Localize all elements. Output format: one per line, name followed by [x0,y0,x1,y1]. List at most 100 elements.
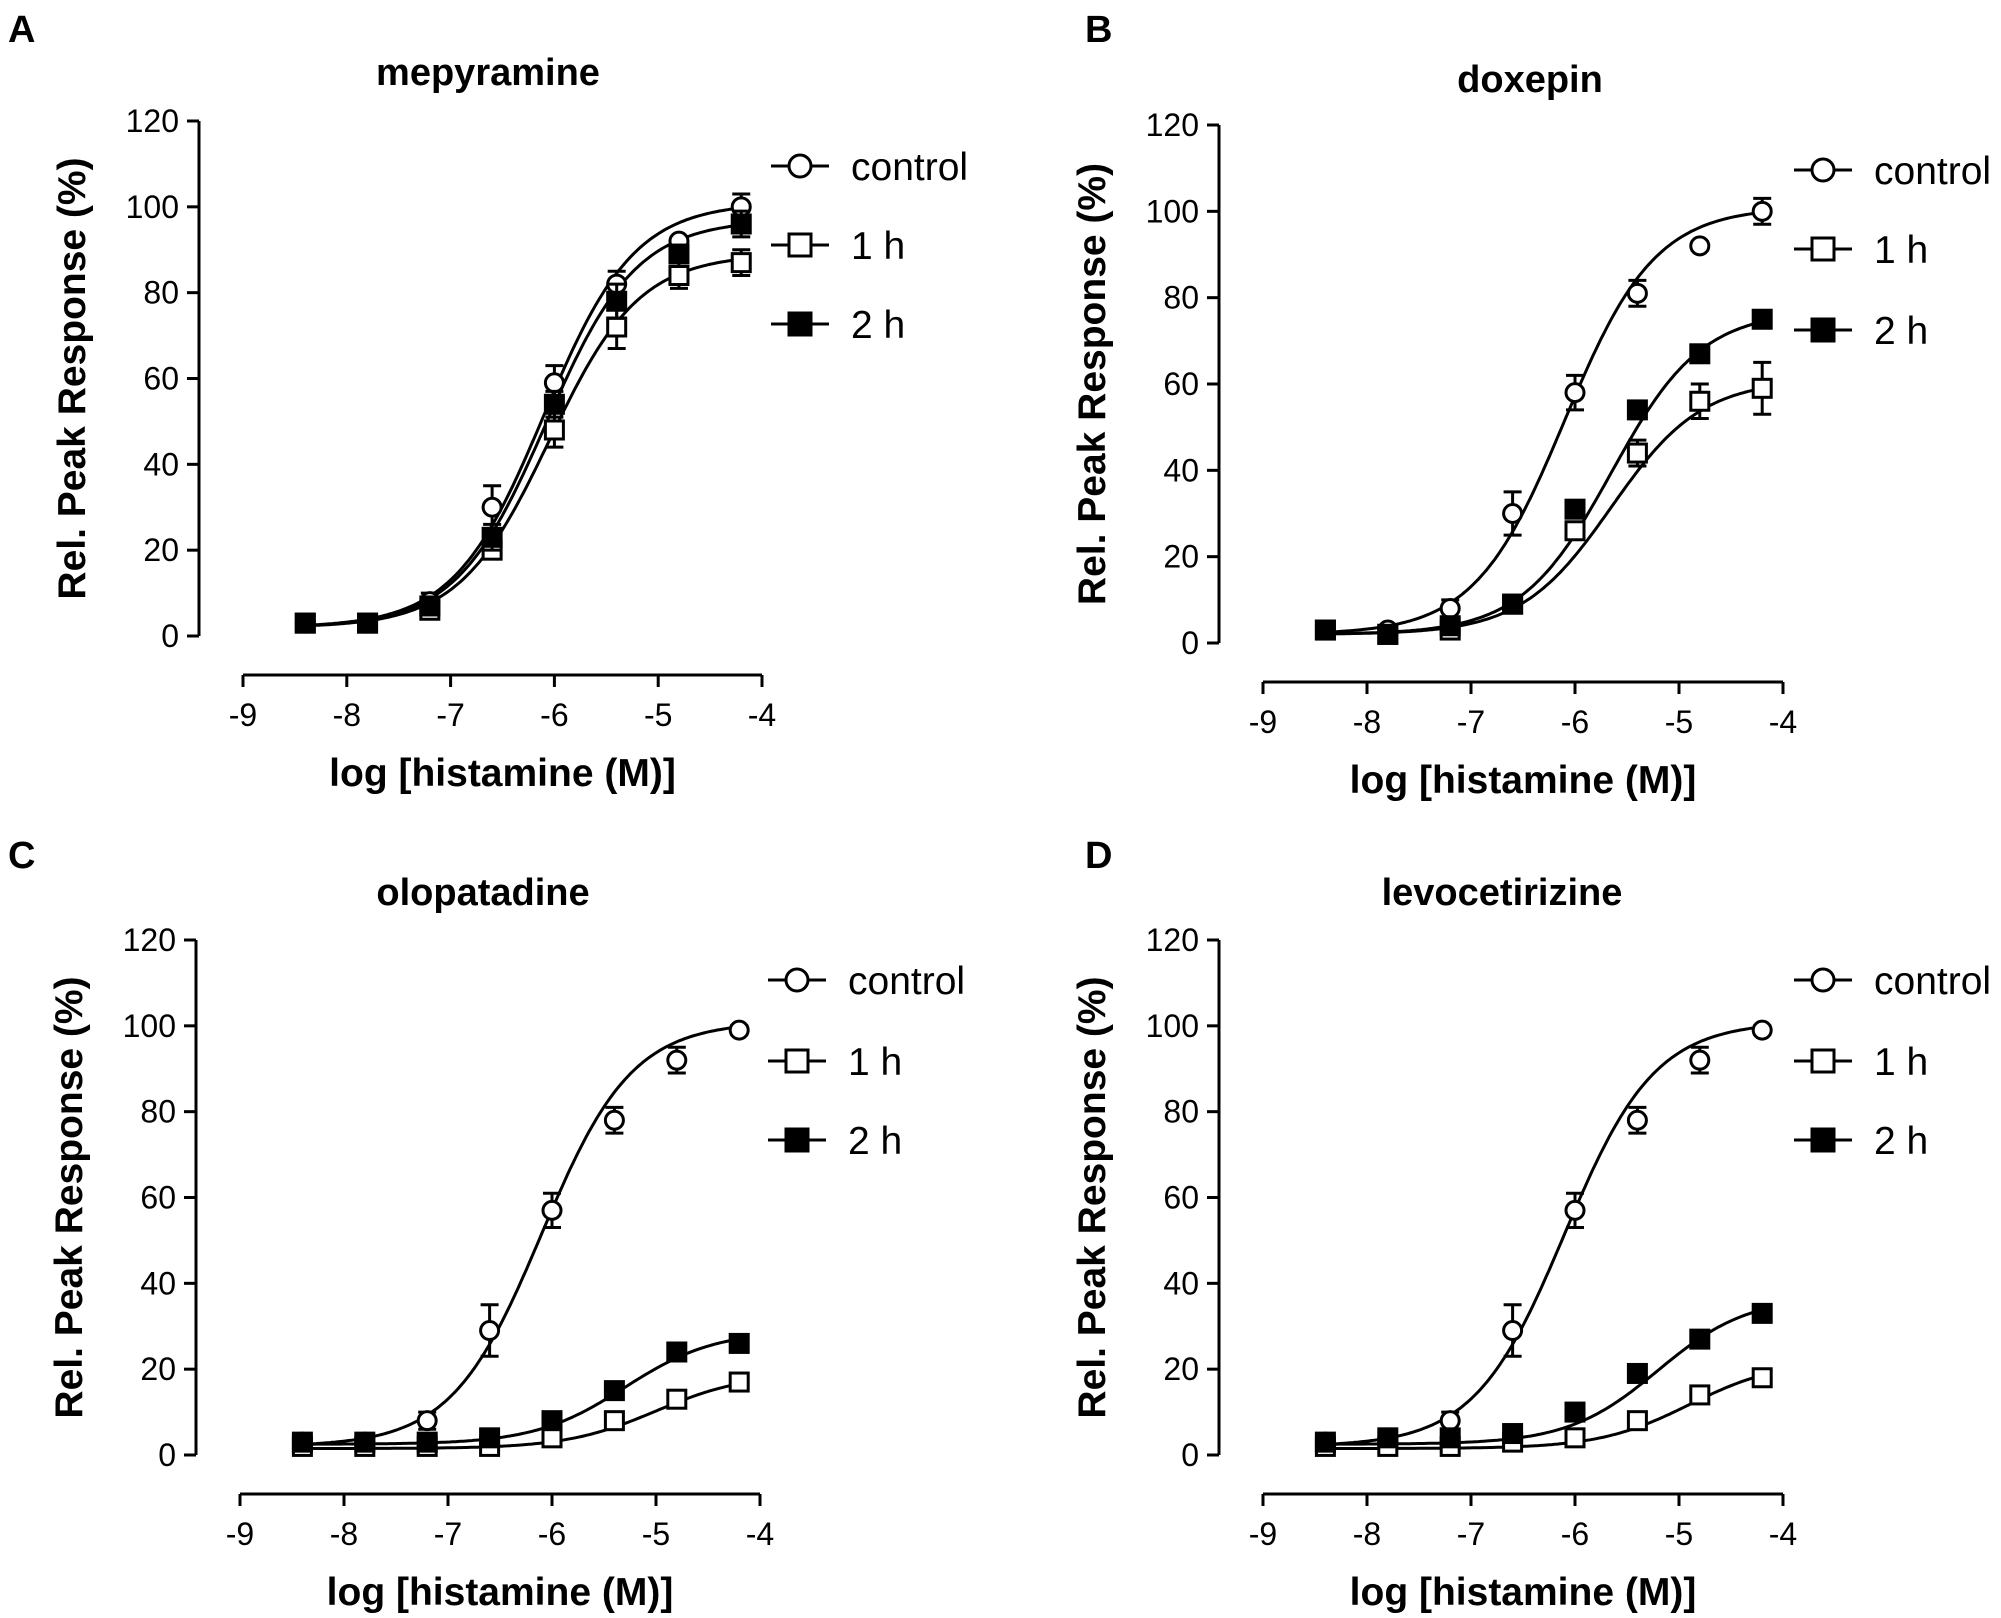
y-tick-label: 60 [1163,366,1199,402]
data-point [1751,1019,1773,1041]
legend-marker [784,967,810,993]
data-point [543,419,565,441]
data-point [603,1380,625,1402]
data-point [1626,282,1648,304]
data-point [666,1388,688,1410]
data-point [728,1019,750,1041]
data-point [730,213,752,235]
data-point [728,1332,750,1354]
x-axis-title: log [histamine (M)] [327,1571,674,1614]
series-2h [291,1332,750,1453]
y-tick-label: 80 [1163,280,1199,316]
legend-marker [1810,1048,1836,1074]
x-tick-label: -5 [1665,704,1693,740]
y-tick-label: 100 [1146,193,1199,229]
y-tick-label: 0 [1181,625,1199,661]
data-point [416,1410,438,1432]
data-point [1751,1367,1773,1389]
series-2h [294,209,752,634]
y-axis-title: Rel. Peak Response (%) [1071,976,1114,1418]
x-axis-title: log [histamine (M)] [329,752,676,795]
series-2h [1314,1302,1773,1453]
data-point [1439,615,1461,637]
legend-marker [1810,967,1836,993]
data-point [479,1320,501,1342]
legend-label: 2 h [851,304,905,347]
data-point [1564,520,1586,542]
legend-label: 1 h [851,225,905,268]
x-tick-label: -9 [1249,1516,1277,1552]
legend-item-control: control [1794,150,1991,193]
y-axis-title: Rel. Peak Response (%) [48,976,91,1418]
data-point [1626,442,1648,464]
data-point [1439,597,1461,619]
data-point [543,372,565,394]
legend-label: 2 h [1874,1120,1928,1163]
x-tick-label: -8 [333,697,361,733]
data-point [1564,382,1586,404]
data-point [1377,623,1399,645]
x-tick-label: -7 [436,697,464,733]
legend-item-2h: 2 h [1794,1120,1928,1163]
legend-marker [1810,1127,1836,1153]
x-tick-label: -4 [1769,1516,1797,1552]
data-point [1564,498,1586,520]
y-tick-label: 40 [140,1265,176,1301]
fit-curve-control [302,1025,740,1446]
series-1h [1314,1367,1773,1457]
data-point [668,265,690,286]
data-point [1439,1427,1461,1449]
x-tick-label: -5 [644,697,672,733]
data-point [1689,1384,1711,1406]
panel-title: olopatadine [376,872,589,914]
x-tick-label: -6 [538,1516,566,1552]
data-point [1502,593,1524,615]
data-point [1314,619,1336,641]
data-point [668,243,690,265]
series-control [291,1019,750,1453]
x-tick-label: -4 [1769,704,1797,740]
y-tick-label: 60 [1163,1180,1199,1216]
series-1h [294,248,752,634]
series-2h [1314,308,1773,645]
series-1h [1314,360,1773,645]
legend-marker [784,1048,810,1074]
legend-marker [787,153,813,179]
data-point [666,1049,688,1071]
data-point [1626,1362,1648,1384]
panel-title: mepyramine [376,52,600,94]
y-axis-title: Rel. Peak Response (%) [51,157,94,599]
legend-marker [787,311,813,337]
x-tick-label: -9 [229,697,257,733]
legend-item-1h: 1 h [771,225,905,268]
legend-label: 1 h [848,1041,902,1084]
fit-curve-control [1325,210,1763,634]
panel-letter: D [1085,835,1112,877]
y-tick-label: 20 [1163,1351,1199,1387]
x-tick-label: -8 [1353,704,1381,740]
legend-item-1h: 1 h [1794,1041,1928,1084]
legend-label: 2 h [848,1120,902,1163]
y-tick-label: 20 [143,532,179,568]
data-point [1626,1410,1648,1432]
data-point [606,316,628,338]
legend-item-control: control [1794,960,1991,1003]
data-point [1751,377,1773,399]
data-point [481,526,503,548]
panel-title: doxepin [1457,59,1603,101]
data-point [603,1410,625,1432]
data-point [1689,1328,1711,1350]
x-axis-title: log [histamine (M)] [1350,1571,1697,1614]
y-tick-label: 80 [140,1094,176,1130]
legend-label: control [851,146,968,189]
legend-label: control [1874,150,1991,193]
x-tick-label: -8 [330,1516,358,1552]
x-tick-label: -6 [540,697,568,733]
data-point [543,393,565,415]
data-point [291,1431,313,1453]
data-point [419,595,441,617]
